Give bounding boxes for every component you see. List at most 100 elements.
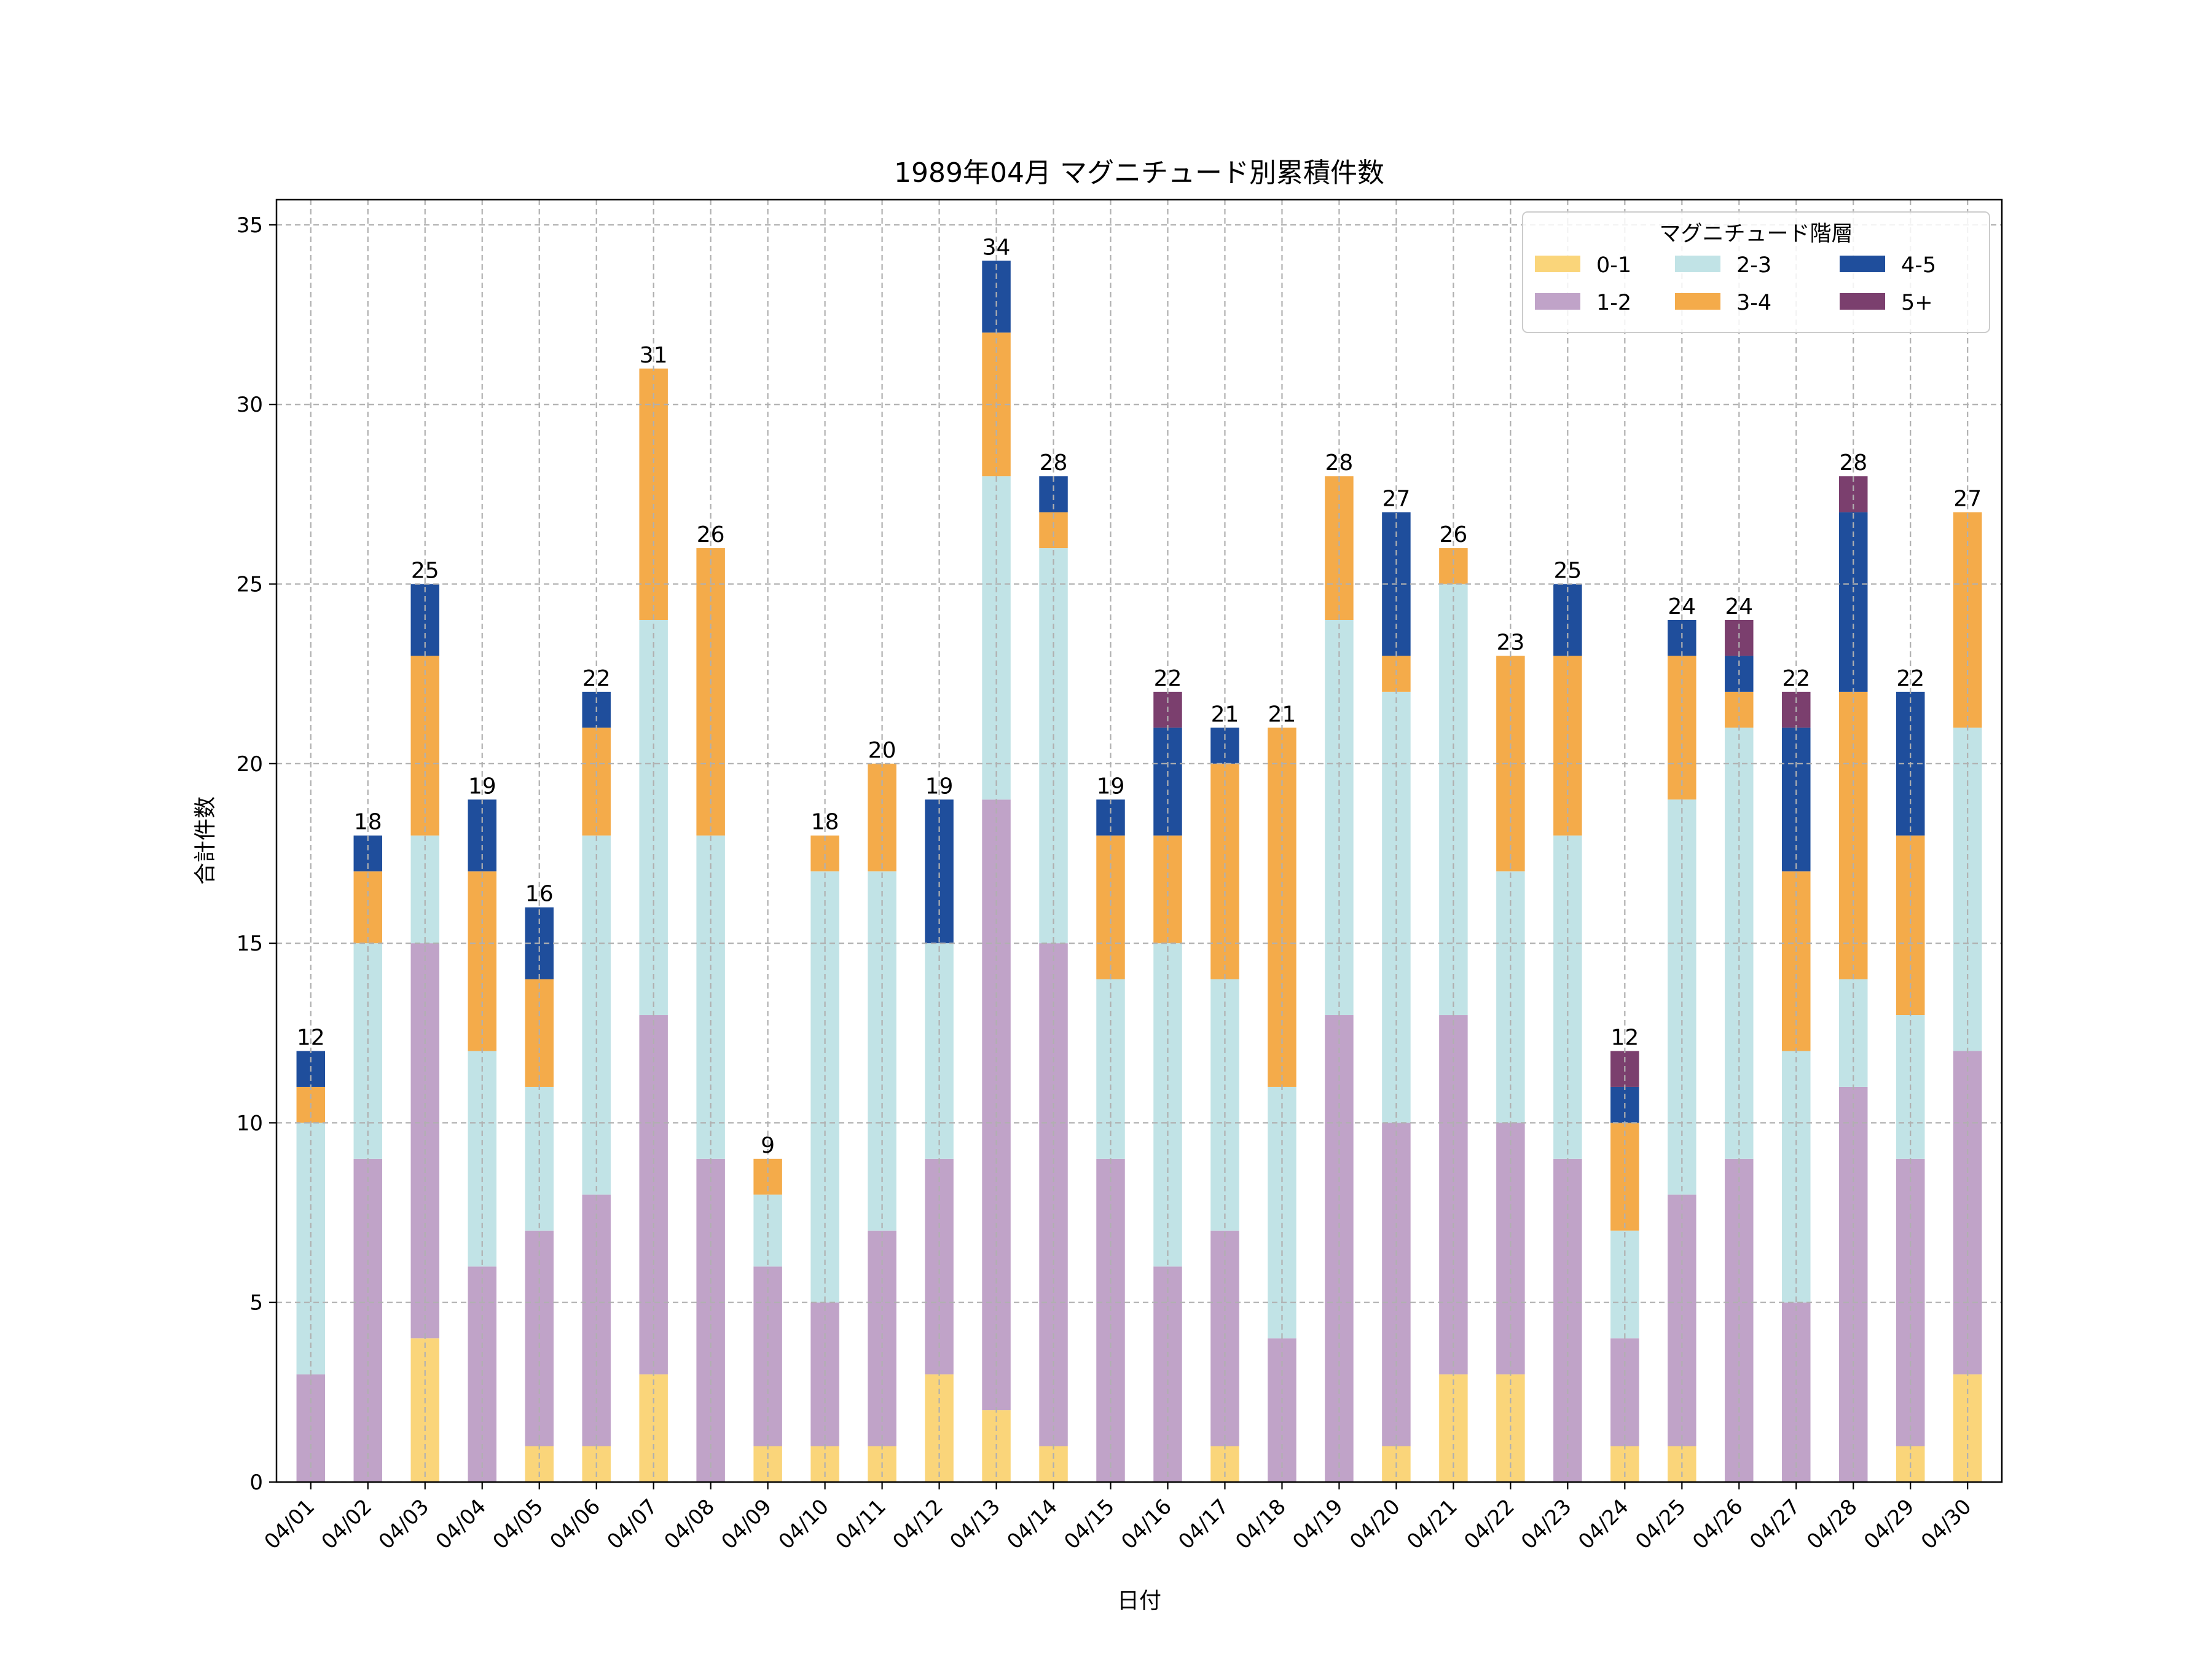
x-axis-label: 日付 <box>1117 1588 1161 1614</box>
bar-total-label: 21 <box>1211 702 1239 727</box>
bar-segment-2-3 <box>1268 1086 1296 1339</box>
x-tick-label: 04/08 <box>659 1494 720 1555</box>
bar-total-label: 18 <box>354 810 382 835</box>
legend-label: 0-1 <box>1596 253 1631 278</box>
bar-total-label: 12 <box>1610 1025 1639 1050</box>
legend-swatch <box>1840 256 1885 272</box>
y-axis-label: 合計件数 <box>193 796 218 885</box>
x-axis: 04/0104/0204/0304/0404/0504/0604/0704/08… <box>260 1482 1977 1555</box>
x-tick-label: 04/15 <box>1059 1494 1120 1555</box>
x-tick-label: 04/11 <box>831 1494 891 1555</box>
legend-label: 1-2 <box>1596 291 1631 315</box>
bar-total-label: 21 <box>1268 702 1296 727</box>
bar-segment-3-4 <box>1268 728 1296 1087</box>
x-tick-label: 04/12 <box>888 1494 948 1555</box>
legend-item-3-4: 3-4 <box>1675 291 1771 315</box>
x-tick-label: 04/23 <box>1516 1494 1577 1555</box>
bar-total-label: 12 <box>297 1025 325 1050</box>
legend-swatch <box>1675 293 1720 310</box>
bar-total-label: 26 <box>697 522 725 547</box>
x-tick-label: 04/07 <box>602 1494 662 1555</box>
x-tick-label: 04/05 <box>488 1494 549 1555</box>
x-tick-label: 04/26 <box>1688 1494 1748 1555</box>
x-tick-label: 04/22 <box>1459 1494 1520 1555</box>
legend-swatch <box>1535 256 1580 272</box>
legend-item-5+: 5+ <box>1840 291 1933 315</box>
y-tick-label: 0 <box>249 1470 263 1495</box>
bar-stack-04-16 <box>1153 691 1182 1482</box>
y-tick-label: 15 <box>237 931 263 956</box>
legend: マグニチュード階層 0-1 1-2 2-3 3-4 4-5 5+ <box>1522 211 1990 333</box>
bar-segment-1-2 <box>1325 1015 1354 1482</box>
bar-segment-1-2 <box>639 1015 668 1375</box>
legend-label: 5+ <box>1901 291 1933 315</box>
plot-frame <box>275 198 2003 1483</box>
x-tick-label: 04/29 <box>1859 1494 1920 1555</box>
y-tick-label: 20 <box>237 752 263 777</box>
bar-total-labels: 12 18 25 19 16 22 31 26 9 18 20 19 34 28 19 22 21 21 28 27 2… <box>297 235 1982 1158</box>
bar-total-label: 16 <box>525 882 554 907</box>
x-tick-label: 04/09 <box>716 1494 777 1555</box>
x-tick-label: 04/19 <box>1288 1494 1348 1555</box>
bar-total-label: 27 <box>1953 487 1982 512</box>
legend-swatch <box>1675 256 1720 272</box>
legend-item-1-2: 1-2 <box>1535 291 1631 315</box>
x-tick-label: 04/10 <box>774 1494 834 1555</box>
x-tick-label: 04/27 <box>1745 1494 1805 1555</box>
bar-total-label: 28 <box>1325 450 1354 476</box>
legend-label: 4-5 <box>1901 253 1936 278</box>
bar-total-label: 23 <box>1496 630 1524 655</box>
x-tick-label: 04/14 <box>1002 1494 1062 1555</box>
bar-total-label: 24 <box>1725 594 1753 619</box>
legend-swatch <box>1535 293 1580 310</box>
bar-segment-1-2 <box>1496 1123 1525 1375</box>
bar-total-label: 24 <box>1668 594 1696 619</box>
bar-segment-3-4 <box>1153 835 1182 944</box>
x-tick-label: 04/25 <box>1631 1494 1691 1555</box>
bar-total-label: 19 <box>468 774 496 799</box>
bar-total-label: 22 <box>1896 666 1924 691</box>
bar-total-label: 31 <box>640 343 668 368</box>
y-axis: 0 5 10 15 20 25 30 35 <box>237 213 276 1495</box>
x-tick-label: 04/28 <box>1802 1494 1862 1555</box>
x-tick-label: 04/21 <box>1402 1494 1462 1555</box>
bar-total-label: 34 <box>982 235 1011 260</box>
legend-item-0-1: 0-1 <box>1535 253 1631 278</box>
bar-total-label: 26 <box>1439 522 1467 547</box>
bar-segment-1-2 <box>1839 1086 1868 1482</box>
y-tick-label: 35 <box>237 213 263 238</box>
bar-total-label: 28 <box>1839 450 1867 476</box>
y-tick-label: 25 <box>237 573 263 597</box>
legend-label: 2-3 <box>1736 253 1771 278</box>
x-tick-label: 04/30 <box>1916 1494 1977 1555</box>
bar-total-label: 22 <box>582 666 611 691</box>
bar-stacks <box>296 261 1982 1482</box>
legend-swatch <box>1840 293 1885 310</box>
bar-total-label: 18 <box>811 810 839 835</box>
chart-title: 1989年04月 マグニチュード別累積件数 <box>894 157 1384 189</box>
y-tick-label: 5 <box>249 1291 263 1316</box>
x-tick-label: 04/04 <box>431 1494 492 1555</box>
bar-total-label: 22 <box>1154 666 1182 691</box>
bar-segment-2-3 <box>296 1123 326 1375</box>
legend-item-4-5: 4-5 <box>1840 253 1936 278</box>
bar-total-label: 19 <box>925 774 954 799</box>
x-tick-label: 04/24 <box>1574 1494 1634 1555</box>
bar-segment-2-3 <box>410 835 439 944</box>
y-tick-label: 30 <box>237 393 263 417</box>
x-tick-label: 04/20 <box>1345 1494 1405 1555</box>
legend-label: 3-4 <box>1736 291 1771 315</box>
bar-total-label: 19 <box>1097 774 1125 799</box>
bar-total-label: 25 <box>411 559 439 584</box>
bar-stack-04-12 <box>925 799 954 1482</box>
x-tick-label: 04/17 <box>1174 1494 1234 1555</box>
x-tick-label: 04/06 <box>545 1494 605 1555</box>
bar-total-label: 28 <box>1040 450 1068 476</box>
x-tick-label: 04/03 <box>374 1494 434 1555</box>
legend-items: 0-1 1-2 2-3 3-4 4-5 5+ <box>1535 253 1936 315</box>
bar-total-label: 9 <box>761 1133 775 1158</box>
x-tick-label: 04/13 <box>945 1494 1005 1555</box>
bar-total-label: 27 <box>1382 487 1411 512</box>
x-tick-label: 04/01 <box>260 1494 320 1555</box>
